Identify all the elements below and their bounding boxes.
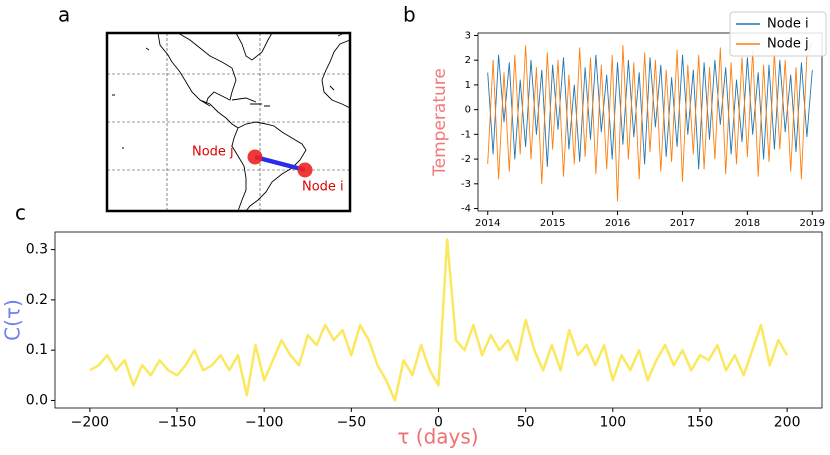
x-tick-label: 2017 (670, 218, 695, 229)
y-axis-label: C(τ) (1, 299, 25, 341)
y-tick-label: -4 (461, 204, 471, 215)
y-tick-label: -2 (461, 154, 471, 165)
y-tick-label: 0.3 (26, 242, 48, 258)
chart-panel: b -4 -3 -2 -1 0 1 2 3 2014 2015 2016 2017 2018 2019 Tem… (403, 3, 827, 229)
caribbean (231, 97, 270, 107)
series-line (487, 42, 813, 202)
panel-letter: b (403, 3, 416, 27)
x-tick-label: 0 (434, 414, 443, 430)
node-label: Node j (192, 145, 234, 160)
x-tick-label: 2019 (800, 218, 825, 229)
legend-label: Node j (767, 37, 809, 52)
x-tick-label: 150 (687, 414, 714, 430)
x-tick-label: −150 (158, 414, 196, 430)
y-tick-label: 0 (465, 105, 471, 116)
y-tick-label: 0.2 (26, 292, 48, 308)
map-panel: a Node j Node i (58, 3, 352, 213)
x-tick-label: 100 (599, 414, 626, 430)
x-tick-label: −100 (245, 414, 283, 430)
y-tick-label: -1 (461, 129, 471, 140)
map-frame (105, 31, 352, 213)
north-america (157, 32, 273, 129)
y-tick-label: 0.0 (26, 392, 48, 408)
x-axis-label: τ (days) (397, 425, 478, 449)
plot-frame (477, 32, 823, 212)
x-tick-label: 200 (774, 414, 801, 430)
y-tick-label: 3 (465, 30, 471, 41)
south-america (231, 121, 307, 212)
node (247, 149, 263, 165)
series-line (487, 54, 813, 170)
x-tick-label: 50 (517, 414, 535, 430)
node (297, 162, 313, 178)
link (254, 154, 306, 173)
x-tick-label: 2015 (540, 218, 565, 229)
y-tick-label: -3 (461, 179, 471, 190)
legend-label: Node i (767, 17, 809, 32)
node-label: Node i (302, 180, 344, 195)
islands (112, 47, 150, 149)
x-tick-label: 2014 (475, 218, 500, 229)
chart-panel: c 0.0 0.1 0.2 0.3 −200 −150 −100 −50 0 50 100 150 200… (1, 201, 823, 449)
y-tick-label: 1 (465, 80, 471, 91)
x-tick-label: 2016 (605, 218, 630, 229)
series-line (89, 238, 789, 402)
y-tick-label: 2 (465, 55, 471, 66)
panel-letter: c (15, 201, 26, 225)
x-tick-label: −50 (337, 414, 367, 430)
x-tick-label: −200 (71, 414, 109, 430)
legend-box (729, 11, 827, 57)
y-tick-label: 0.1 (26, 342, 48, 358)
y-axis-label: Temperature (430, 68, 450, 177)
panel-letter: a (58, 3, 70, 27)
x-tick-label: 2018 (735, 218, 760, 229)
